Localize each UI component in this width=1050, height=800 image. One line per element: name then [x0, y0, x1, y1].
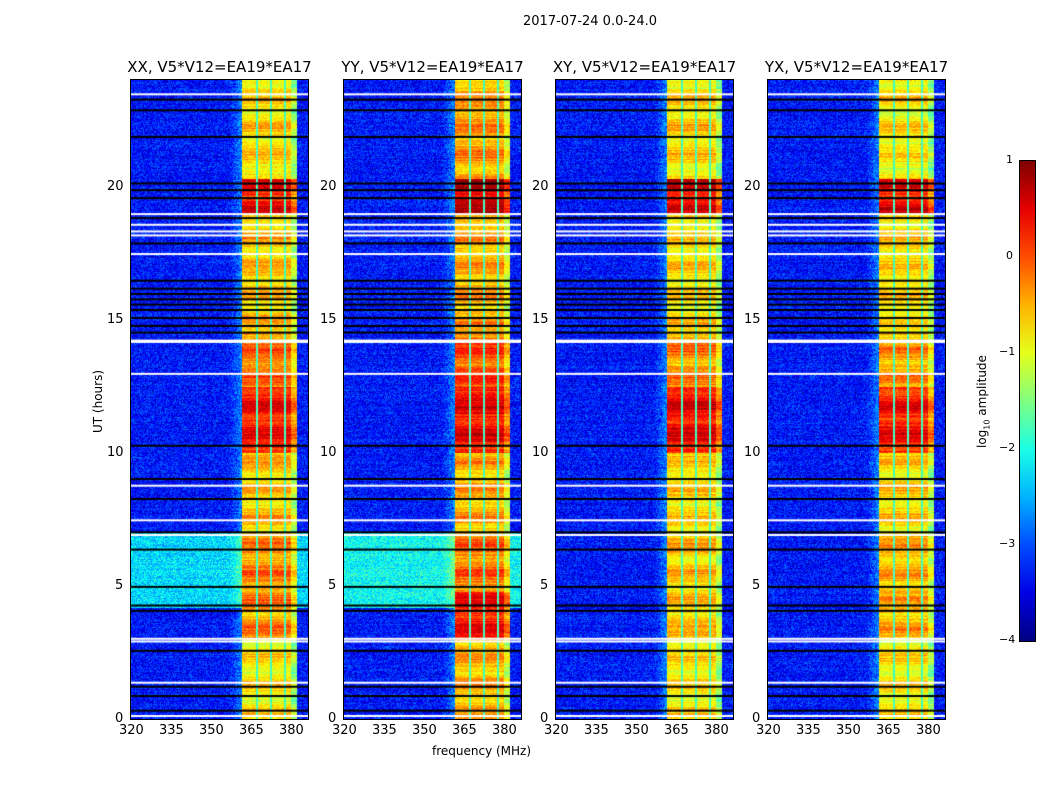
- x-tick-label: 365: [238, 723, 264, 738]
- x-tick-label: 380: [703, 723, 729, 738]
- colorbar-tick-label: 1: [1006, 153, 1013, 166]
- x-tick-label: 380: [915, 723, 941, 738]
- x-tick-label: 320: [544, 723, 569, 738]
- x-tick-label: 365: [875, 723, 901, 738]
- colorbar-tick-label: 0: [1006, 249, 1013, 262]
- x-tick-label: 335: [583, 723, 609, 738]
- x-axis-label: frequency (MHz): [432, 744, 532, 758]
- colorbar-label: log10 amplitude: [975, 355, 991, 448]
- y-tick-label: 20: [532, 178, 549, 194]
- y-tick-label: 10: [107, 444, 124, 460]
- y-tick-label: 0: [752, 711, 761, 726]
- x-tick-label: 320: [756, 723, 781, 738]
- y-tick-label: 15: [744, 311, 761, 327]
- y-tick-label: 20: [744, 178, 761, 194]
- x-tick-label: 350: [198, 723, 224, 738]
- panel-title: XY, V5*V12=EA19*EA17: [552, 58, 737, 76]
- colorbar-tick-label: −1: [999, 345, 1016, 358]
- colorbar-label-log: log: [975, 429, 989, 448]
- x-tick-label: 365: [663, 723, 689, 738]
- colorbar-tick-label: −3: [999, 537, 1016, 550]
- heatmap-canvas-xx: [131, 80, 308, 719]
- y-axis-label: UT (hours): [91, 369, 105, 433]
- x-tick-label: 350: [835, 723, 861, 738]
- y-tick-label: 10: [532, 444, 549, 460]
- y-tick-label: 10: [320, 444, 337, 460]
- x-tick-label: 365: [451, 723, 477, 738]
- y-tick-label: 5: [540, 577, 549, 593]
- colorbar-tick-label: −2: [999, 441, 1016, 454]
- spectrogram-panel-xx: [130, 79, 309, 720]
- colorbar-tick-label: −4: [999, 633, 1016, 646]
- x-tick-label: 350: [623, 723, 649, 738]
- y-tick-label: 20: [107, 178, 124, 194]
- panel-title: YY, V5*V12=EA19*EA17: [341, 58, 524, 76]
- x-tick-label: 335: [158, 723, 184, 738]
- y-tick-label: 5: [115, 577, 124, 593]
- x-tick-label: 320: [332, 723, 357, 738]
- panel-title: YX, V5*V12=EA19*EA17: [764, 58, 949, 76]
- x-tick-label: 335: [795, 723, 821, 738]
- x-tick-label: 380: [278, 723, 304, 738]
- y-tick-label: 5: [328, 577, 337, 593]
- panel-title: XX, V5*V12=EA19*EA17: [127, 58, 312, 76]
- y-tick-label: 15: [532, 311, 549, 327]
- y-tick-label: 0: [540, 711, 549, 726]
- spectrogram-panel-yx: [767, 79, 946, 720]
- y-tick-label: 0: [115, 711, 124, 726]
- spectrogram-panel-xy: [555, 79, 734, 720]
- colorbar-label-base: 10: [982, 419, 992, 430]
- y-tick-label: 0: [328, 711, 337, 726]
- spectrogram-panel-yy: [343, 79, 522, 720]
- x-tick-label: 335: [371, 723, 397, 738]
- x-tick-label: 350: [411, 723, 437, 738]
- x-tick-label: 320: [119, 723, 144, 738]
- y-tick-label: 15: [107, 311, 124, 327]
- figure-title: 2017-07-24 0.0-24.0: [523, 14, 657, 29]
- x-tick-label: 380: [491, 723, 517, 738]
- y-tick-label: 20: [320, 178, 337, 194]
- y-tick-label: 5: [752, 577, 761, 593]
- y-tick-label: 10: [744, 444, 761, 460]
- heatmap-canvas-yx: [768, 80, 945, 719]
- colorbar-label-text: amplitude: [975, 355, 989, 420]
- heatmap-canvas-yy: [344, 80, 521, 719]
- y-tick-label: 15: [320, 311, 337, 327]
- colorbar: [1019, 160, 1036, 642]
- heatmap-canvas-xy: [556, 80, 733, 719]
